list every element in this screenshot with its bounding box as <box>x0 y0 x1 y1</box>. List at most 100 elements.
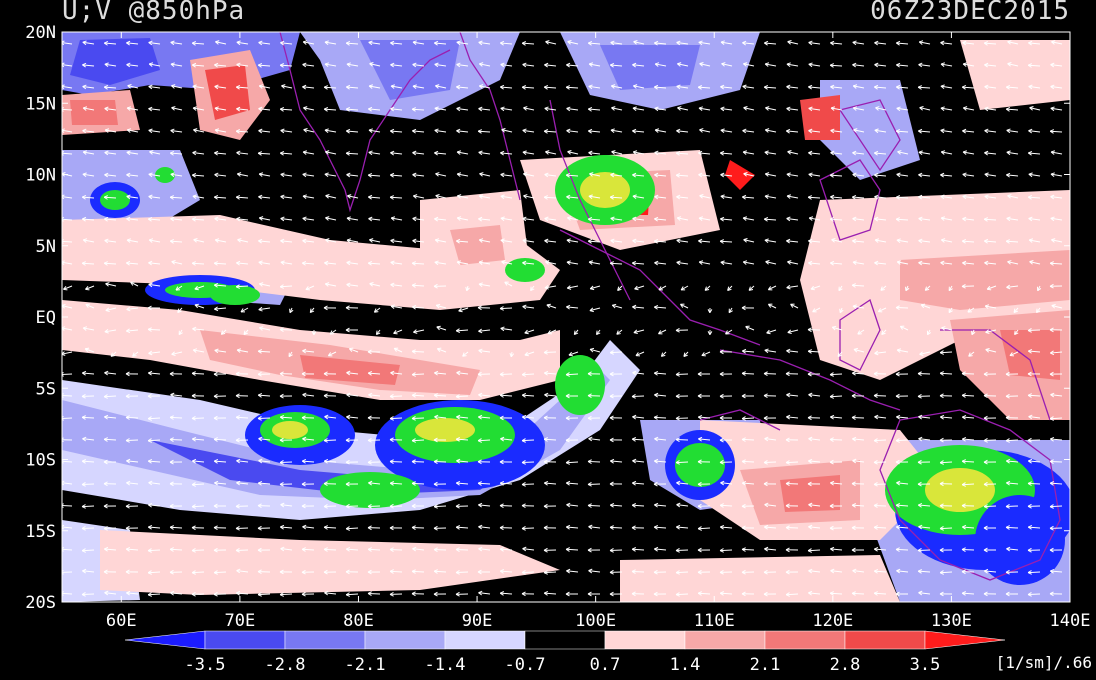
wind-arrowhead <box>213 572 218 575</box>
wind-arrowhead <box>280 261 285 266</box>
wind-arrowhead <box>412 304 417 308</box>
wind-arrow <box>566 130 579 133</box>
wind-arrowhead <box>478 546 483 550</box>
wind-arrowhead <box>104 331 109 334</box>
wind-arrow <box>104 151 117 155</box>
wind-arrowhead <box>499 525 504 529</box>
wind-arrowhead <box>390 260 395 263</box>
wind-arrowhead <box>104 370 109 374</box>
wind-arrow <box>62 42 73 45</box>
wind-arrowhead <box>720 216 725 220</box>
wind-arrowhead <box>787 150 792 153</box>
wind-arrow <box>725 329 733 335</box>
wind-arrowhead <box>257 527 262 531</box>
wind-arrowhead <box>258 128 263 132</box>
wind-arrowhead <box>62 393 64 396</box>
wind-arrowhead <box>830 416 834 420</box>
wind-arrow <box>830 64 843 67</box>
wind-arrowhead <box>302 86 306 90</box>
wind-arrowhead <box>192 107 197 111</box>
wind-arrowhead <box>1006 129 1011 134</box>
wind-arrowhead <box>280 107 285 110</box>
wind-arrow <box>148 283 161 287</box>
wind-arrowhead <box>213 591 218 595</box>
wind-arrowhead <box>368 480 373 484</box>
wind-arrowhead <box>720 40 725 43</box>
wind-arrowhead <box>191 572 196 575</box>
wind-arrowhead <box>147 305 152 309</box>
wind-arrowhead <box>478 394 482 398</box>
wind-arrowhead <box>257 371 262 375</box>
wind-arrowhead <box>676 150 681 154</box>
wind-arrowhead <box>920 304 925 309</box>
wind-arrowhead <box>785 569 790 573</box>
wind-arrowhead <box>905 287 910 292</box>
wind-arrowhead <box>191 371 196 374</box>
wind-arrowhead <box>742 194 747 198</box>
wind-arrowhead <box>1027 371 1032 375</box>
wind-arrow <box>611 107 623 111</box>
wind-arrowhead <box>675 417 680 421</box>
wind-arrowhead <box>324 262 328 266</box>
wind-arrow <box>896 239 909 243</box>
wind-arrow <box>874 351 887 354</box>
wind-arrowhead <box>787 261 791 265</box>
wind-arrowhead <box>434 152 438 156</box>
wind-arrowhead <box>785 439 790 443</box>
wind-arrowhead <box>82 130 87 134</box>
wind-arrowhead <box>675 173 681 176</box>
wind-arrowhead <box>610 458 615 462</box>
wind-arrow <box>192 107 205 111</box>
wind-arrow <box>918 217 931 221</box>
wind-arrowhead <box>346 414 351 418</box>
wind-arrow <box>390 482 403 485</box>
wind-arrow <box>698 217 711 221</box>
wind-arrowhead <box>1027 549 1032 553</box>
wind-arrow <box>962 195 975 199</box>
wind-arrow <box>742 130 755 133</box>
colorbar-swatch <box>764 630 846 650</box>
wind-arrow <box>214 129 227 133</box>
wind-arrow <box>324 173 337 177</box>
wind-arrowhead <box>677 62 682 65</box>
wind-arrowhead <box>411 416 416 419</box>
wind-arrowhead <box>500 64 505 68</box>
wind-arrowhead <box>808 150 813 154</box>
wind-arrow <box>874 439 887 442</box>
wind-arrowhead <box>896 84 901 88</box>
wind-arrow <box>896 218 909 221</box>
wind-arrowhead <box>411 591 416 595</box>
wind-arrowhead <box>543 352 548 355</box>
wind-arrowhead <box>1049 591 1054 595</box>
wind-arrowhead <box>147 395 152 399</box>
wind-arrowhead <box>390 64 395 68</box>
wind-arrowhead <box>259 282 264 285</box>
wind-arrowhead <box>984 260 989 264</box>
wind-arrowhead <box>786 195 791 199</box>
wind-arrowhead <box>214 172 219 176</box>
wind-arrowhead <box>675 372 680 375</box>
wind-arrowhead <box>303 129 307 133</box>
wind-arrowhead <box>895 459 900 463</box>
wind-arrow <box>896 173 909 177</box>
wind-arrowhead <box>895 440 900 443</box>
wind-arrowhead <box>873 393 878 396</box>
wind-arrowhead <box>544 172 549 175</box>
wind-arrow <box>654 86 667 89</box>
wind-arrowhead <box>851 284 856 288</box>
lon-tick-label: 140E <box>1050 611 1091 631</box>
wind-arrowhead <box>653 526 658 530</box>
wind-arrowhead <box>345 505 350 509</box>
wind-arrow <box>654 42 667 45</box>
wind-arrowhead <box>587 461 592 464</box>
wind-arrowhead <box>345 439 350 443</box>
wind-arrowhead <box>62 40 65 43</box>
wind-arrow <box>456 86 469 89</box>
wind-arrowhead <box>302 172 307 175</box>
wind-arrowhead <box>985 329 989 333</box>
wind-arrowhead <box>368 41 373 46</box>
wind-arrowhead <box>303 107 307 111</box>
wind-arrow <box>170 196 183 199</box>
wind-arrow <box>830 395 843 398</box>
wind-arrowhead <box>148 128 153 131</box>
